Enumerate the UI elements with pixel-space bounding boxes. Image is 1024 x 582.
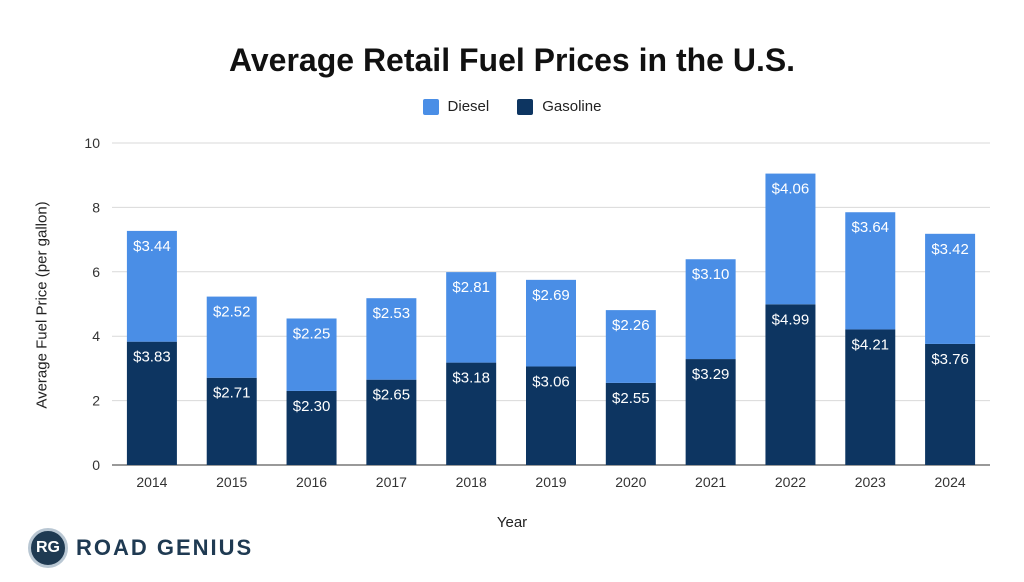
data-label-diesel-2014: $3.44 [133, 238, 171, 255]
bar-diesel-2016 [286, 318, 337, 391]
bar-diesel-2019 [526, 279, 576, 367]
data-label-diesel-2016: $2.25 [293, 325, 331, 342]
data-label-diesel-2019: $2.69 [532, 287, 570, 304]
x-axis-label: Year [496, 514, 528, 531]
data-label-diesel-2021: $3.10 [692, 266, 730, 283]
bar-gasoline-2019 [526, 366, 576, 465]
x-tick-label: 2014 [136, 474, 167, 490]
data-label-gasoline-2016: $2.30 [293, 398, 331, 415]
brand-logo-block: RG ROAD GENIUS [28, 528, 253, 568]
legend-item-diesel: Diesel [422, 98, 490, 115]
data-label-diesel-2022: $4.06 [772, 181, 810, 198]
bar-gasoline-2017 [366, 379, 417, 465]
y-tick-label: 0 [92, 457, 100, 473]
x-tick-label: 2024 [935, 474, 966, 490]
y-tick-label: 2 [92, 393, 100, 409]
y-tick-label: 6 [92, 264, 100, 280]
x-tick-label: 2019 [535, 474, 566, 490]
data-label-gasoline-2015: $2.71 [213, 385, 251, 402]
legend-label-gasoline: Gasoline [542, 98, 602, 115]
brand-name: ROAD GENIUS [76, 535, 254, 560]
x-tick-label: 2023 [855, 474, 886, 490]
bar-diesel-2014 [126, 230, 177, 342]
bar-gasoline-2021 [685, 359, 736, 465]
y-tick-label: 4 [92, 328, 100, 344]
data-label-diesel-2024: $3.42 [931, 241, 969, 258]
bar-gasoline-2020 [605, 382, 656, 465]
bar-gasoline-2016 [286, 390, 337, 465]
data-label-gasoline-2024: $3.76 [931, 351, 969, 368]
data-label-gasoline-2019: $3.06 [532, 373, 570, 390]
data-label-diesel-2018: $2.81 [452, 279, 490, 296]
x-tick-label: 2020 [615, 474, 646, 490]
x-tick-label: 2021 [695, 474, 726, 490]
bar-diesel-2024 [925, 233, 976, 344]
bar-diesel-2015 [206, 296, 257, 378]
data-label-gasoline-2023: $4.21 [851, 336, 889, 353]
data-label-diesel-2020: $2.26 [612, 317, 650, 334]
data-label-gasoline-2022: $4.99 [772, 311, 810, 328]
data-label-gasoline-2021: $3.29 [692, 366, 730, 383]
bar-diesel-2021 [685, 259, 736, 360]
legend-swatch-diesel [422, 98, 439, 115]
data-label-diesel-2015: $2.52 [213, 304, 251, 321]
x-tick-label: 2016 [296, 474, 327, 490]
road-genius-logo-icon: RG [28, 528, 68, 568]
x-tick-label: 2017 [376, 474, 407, 490]
legend-item-gasoline: Gasoline [517, 98, 601, 115]
bar-gasoline-2018 [446, 362, 497, 465]
data-label-gasoline-2020: $2.55 [612, 390, 650, 407]
data-label-diesel-2017: $2.53 [373, 305, 411, 322]
bar-gasoline-2024 [925, 343, 976, 465]
y-tick-label: 8 [92, 199, 100, 215]
y-tick-label: 10 [84, 135, 100, 151]
bar-diesel-2018 [446, 272, 497, 363]
bar-diesel-2017 [366, 298, 417, 380]
legend: Diesel Gasoline [0, 98, 1024, 115]
data-label-gasoline-2018: $3.18 [452, 370, 490, 387]
legend-swatch-gasoline [517, 98, 534, 115]
data-label-diesel-2023: $3.64 [851, 219, 889, 236]
bar-diesel-2022 [765, 173, 816, 305]
bar-diesel-2023 [845, 212, 896, 330]
legend-label-diesel: Diesel [447, 98, 490, 115]
bar-gasoline-2015 [206, 377, 257, 465]
chart-title: Average Retail Fuel Prices in the U.S. [228, 42, 796, 78]
data-label-gasoline-2017: $2.65 [373, 387, 411, 404]
bar-gasoline-2022 [765, 304, 816, 465]
bar-diesel-2020 [605, 310, 656, 383]
data-label-gasoline-2014: $3.83 [133, 349, 171, 366]
bar-gasoline-2023 [845, 329, 896, 465]
bar-gasoline-2014 [126, 341, 177, 465]
x-tick-label: 2018 [456, 474, 487, 490]
x-tick-label: 2015 [216, 474, 247, 490]
x-tick-label: 2022 [775, 474, 806, 490]
